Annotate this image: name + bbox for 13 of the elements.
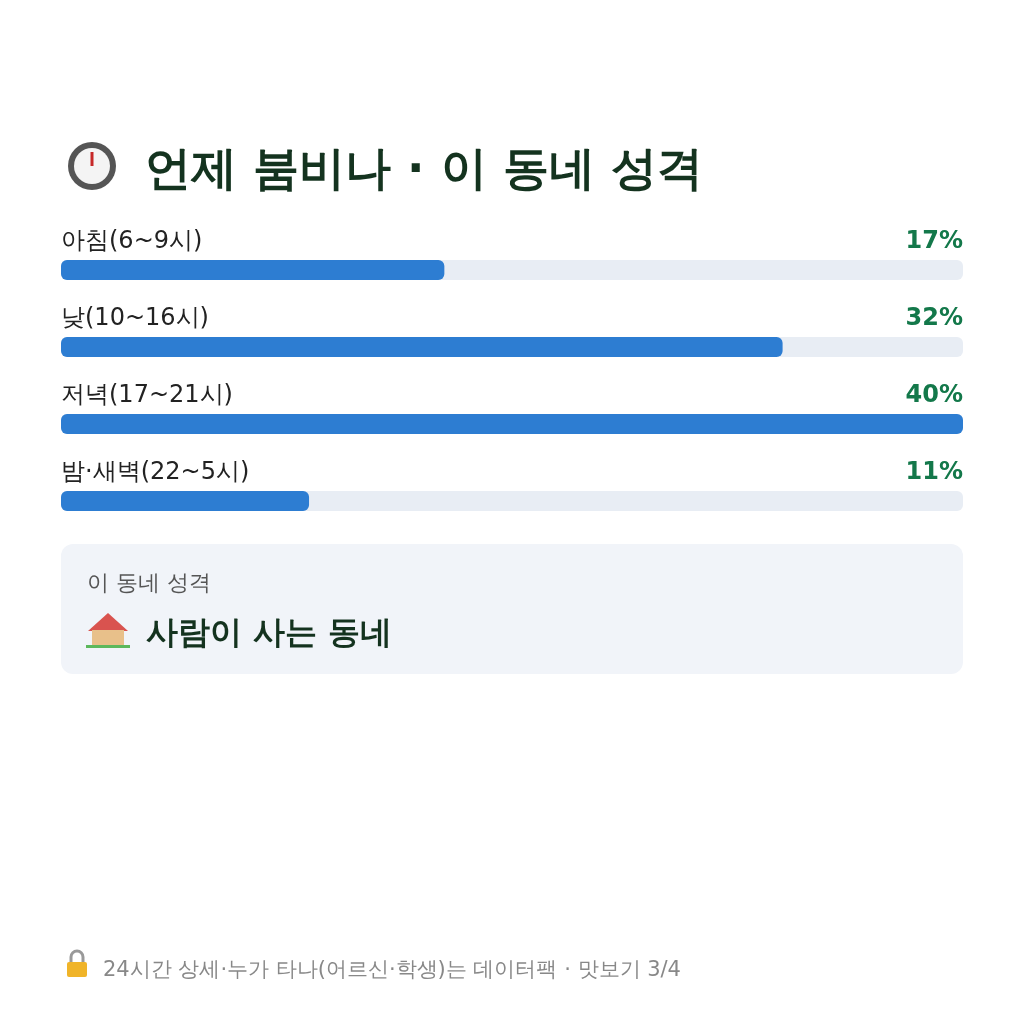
text: 24시간 상세·누가 타나(어르신·학생)는 데이터팩 · 맛보기 3/4 bbox=[103, 957, 681, 981]
data-label: 40% bbox=[905, 380, 963, 408]
y-tick-label: 밤·새벽(22~5시) bbox=[61, 457, 250, 485]
data-label: 32% bbox=[905, 303, 963, 331]
y-tick-label: 낮(10~16시) bbox=[61, 303, 209, 331]
y-tick-label: 저녁(17~21시) bbox=[61, 380, 233, 408]
data-label: 11% bbox=[905, 457, 963, 485]
data-label: 17% bbox=[905, 226, 963, 254]
y-tick-label: 아침(6~9시) bbox=[61, 226, 203, 254]
text: 사람이 사는 동네 bbox=[146, 613, 393, 651]
bar bbox=[61, 491, 310, 511]
chart-title: 언제 붐비나 · 이 동네 성격 bbox=[145, 141, 703, 195]
text: 이 동네 성격 bbox=[87, 570, 211, 595]
